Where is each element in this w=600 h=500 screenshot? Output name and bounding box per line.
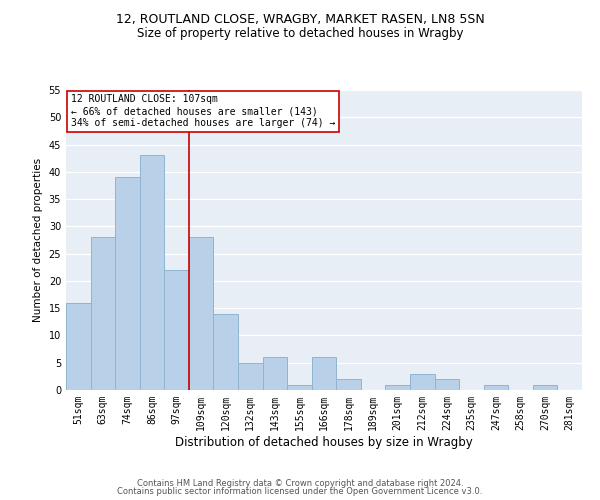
Bar xyxy=(214,314,238,390)
Bar xyxy=(238,362,263,390)
Y-axis label: Number of detached properties: Number of detached properties xyxy=(33,158,43,322)
Bar xyxy=(263,358,287,390)
Text: Size of property relative to detached houses in Wragby: Size of property relative to detached ho… xyxy=(137,28,463,40)
Bar xyxy=(140,156,164,390)
Bar xyxy=(385,384,410,390)
Bar xyxy=(533,384,557,390)
Bar xyxy=(115,178,140,390)
Text: Contains HM Land Registry data © Crown copyright and database right 2024.: Contains HM Land Registry data © Crown c… xyxy=(137,478,463,488)
Bar xyxy=(410,374,434,390)
Bar xyxy=(66,302,91,390)
Bar xyxy=(287,384,312,390)
Text: 12 ROUTLAND CLOSE: 107sqm
← 66% of detached houses are smaller (143)
34% of semi: 12 ROUTLAND CLOSE: 107sqm ← 66% of detac… xyxy=(71,94,335,128)
Text: Contains public sector information licensed under the Open Government Licence v3: Contains public sector information licen… xyxy=(118,487,482,496)
Bar xyxy=(484,384,508,390)
Bar xyxy=(336,379,361,390)
Text: 12, ROUTLAND CLOSE, WRAGBY, MARKET RASEN, LN8 5SN: 12, ROUTLAND CLOSE, WRAGBY, MARKET RASEN… xyxy=(116,12,484,26)
X-axis label: Distribution of detached houses by size in Wragby: Distribution of detached houses by size … xyxy=(175,436,473,448)
Bar xyxy=(434,379,459,390)
Bar xyxy=(91,238,115,390)
Bar xyxy=(164,270,189,390)
Bar xyxy=(189,238,214,390)
Bar xyxy=(312,358,336,390)
